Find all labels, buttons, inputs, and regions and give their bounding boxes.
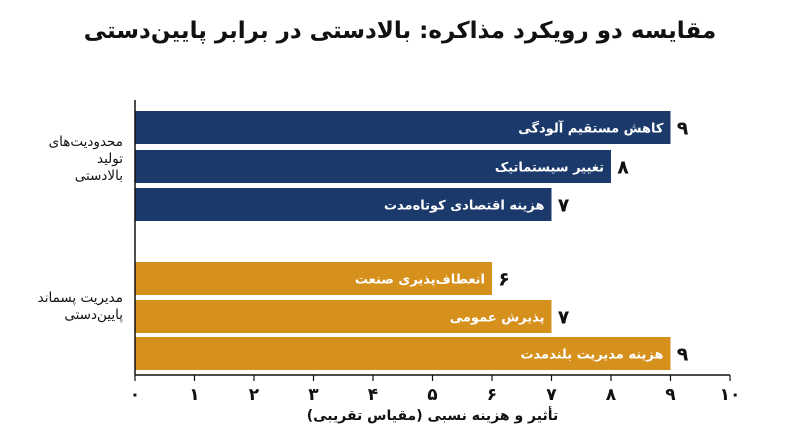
group-label-upstream: محدودیت‌های تولید بالادستی	[8, 134, 123, 185]
group-label-line: بالادستی	[74, 168, 123, 184]
bar-value-label: ۹	[677, 344, 689, 366]
bar-category-label: پذیرش عمومی	[450, 311, 545, 326]
x-tick-label: ۶	[487, 385, 497, 405]
bar	[135, 337, 671, 370]
x-tick-label: ۹	[665, 385, 676, 405]
bar	[135, 150, 611, 183]
bar-value-label: ۷	[558, 195, 570, 217]
x-tick-label: ۳	[308, 385, 319, 405]
bar	[135, 111, 671, 144]
x-axis-title: تأثیر و هزینه نسبی (مقیاس تقریبی)	[306, 408, 559, 424]
x-tick-label: ۰	[130, 385, 140, 405]
bar-value-label: ۹	[677, 118, 689, 140]
x-tick-label: ۵	[427, 385, 437, 405]
bar-value-label: ۷	[558, 307, 570, 329]
x-tick-label: ۲	[249, 385, 260, 405]
x-tick-label: ۷	[546, 385, 557, 405]
bar-category-label: انعطاف‌پذیری صنعت	[355, 273, 485, 288]
chart-title: مقایسه دو رویکرد مذاکره: بالادستی در برا…	[83, 18, 717, 44]
group-label-line: پایین‌دستی	[64, 307, 123, 323]
x-tick-label: ۱۰	[720, 385, 741, 405]
group-label-line: محدودیت‌های	[48, 134, 123, 150]
bar-category-label: کاهش مستقیم آلودگی	[518, 120, 664, 137]
group-label-line: تولید	[96, 151, 123, 167]
x-tick-label: ۴	[368, 385, 378, 405]
group-label-line: مدیریت پسماند	[37, 290, 123, 306]
bar-category-label: تغییر سیستماتیک	[495, 161, 604, 176]
bar	[135, 300, 552, 333]
x-tick-label: ۸	[606, 385, 617, 405]
x-tick-label: ۱	[189, 385, 199, 405]
bar-category-label: هزینه اقتصادی کوتاه‌مدت	[384, 199, 545, 214]
group-label-downstream: مدیریت پسماند پایین‌دستی	[8, 290, 123, 324]
bar	[135, 188, 552, 221]
bar	[135, 262, 492, 295]
bar-value-label: ۸	[617, 157, 629, 179]
bar-category-label: هزینه مدیریت بلندمدت	[520, 348, 663, 363]
bar-value-label: ۶	[498, 269, 510, 291]
